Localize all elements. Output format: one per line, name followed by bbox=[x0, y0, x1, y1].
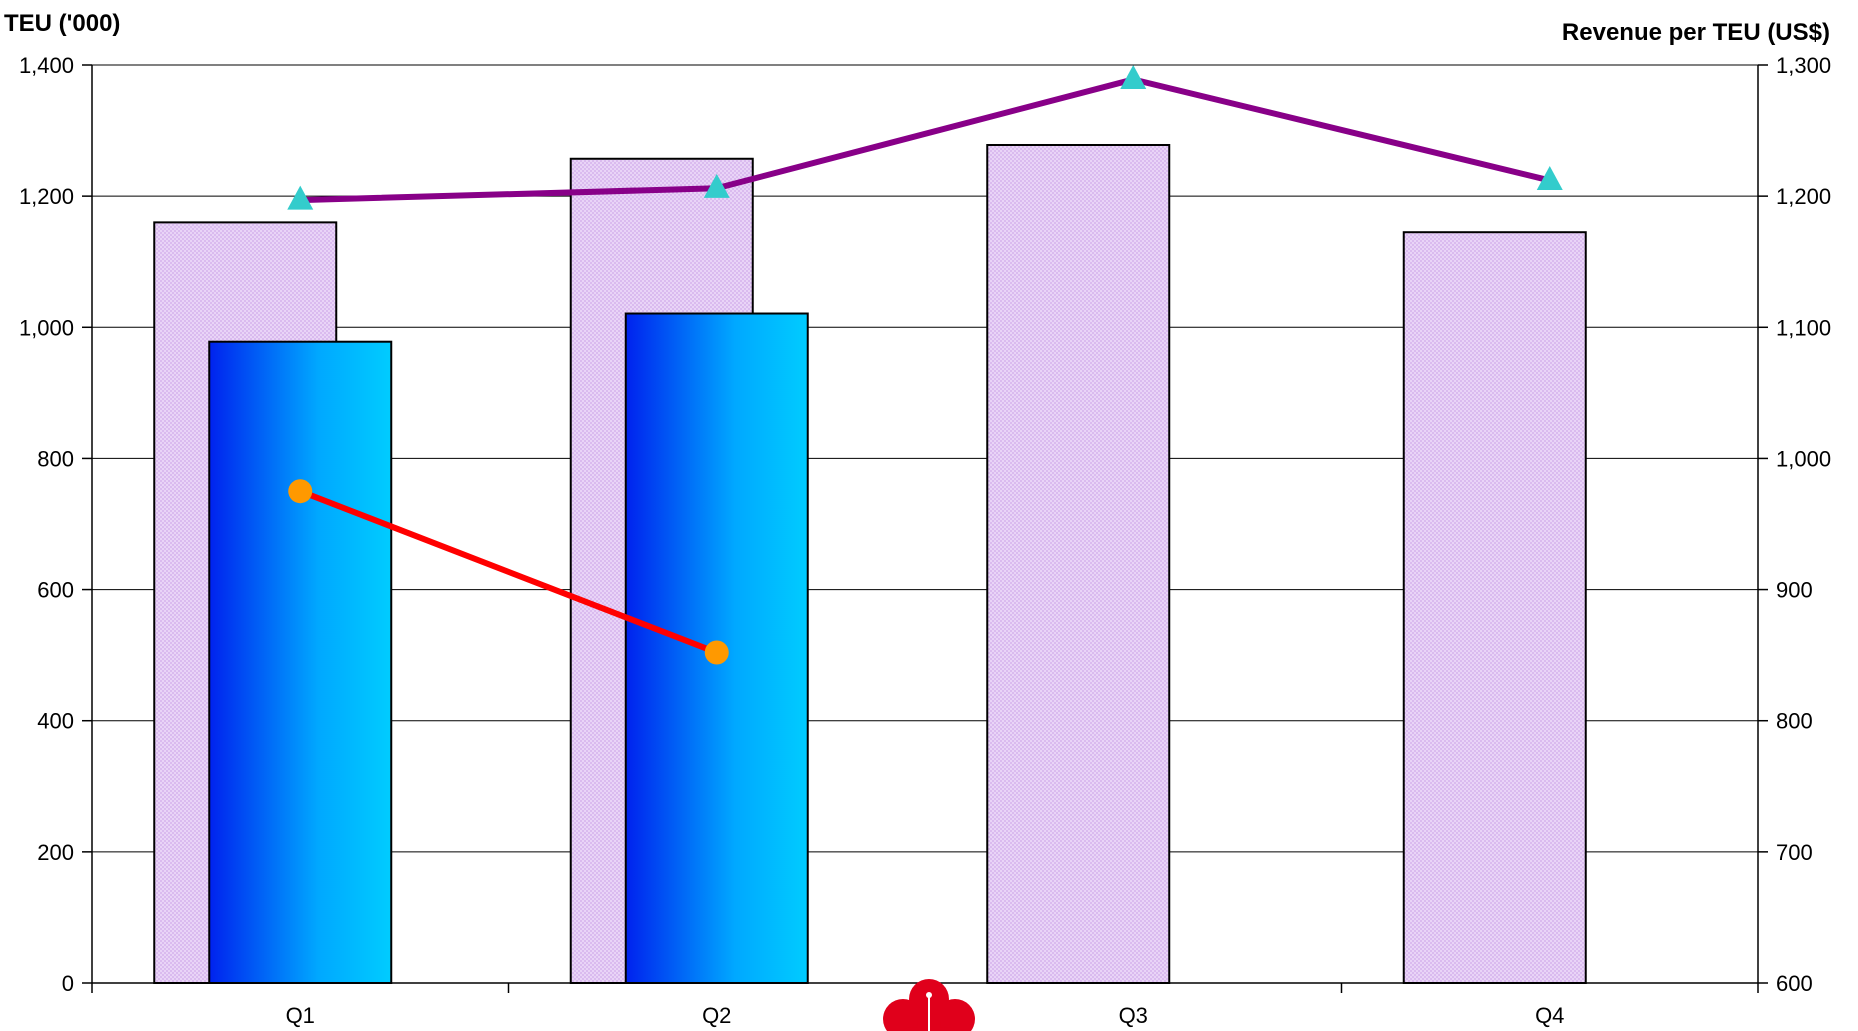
logo-petal bbox=[883, 999, 923, 1031]
y-axis-title: TEU ('000) bbox=[4, 10, 120, 37]
y-tick-label: 1,400 bbox=[19, 53, 74, 78]
circle-marker bbox=[288, 479, 313, 504]
triangle-marker bbox=[703, 173, 730, 198]
line-revenue-current bbox=[299, 488, 718, 656]
y-tick-label: 1,000 bbox=[19, 315, 74, 340]
x-tick-label: Q3 bbox=[1119, 1003, 1148, 1028]
x-tick-label: Q2 bbox=[702, 1003, 731, 1028]
bar-teu-prior bbox=[1402, 231, 1587, 984]
y2-tick-label: 700 bbox=[1776, 840, 1813, 865]
y-tick-label: 1,200 bbox=[19, 184, 74, 209]
y2-tick-label: 1,100 bbox=[1776, 315, 1831, 340]
x-tick-label: Q1 bbox=[286, 1003, 315, 1028]
y2-tick-label: 1,300 bbox=[1776, 53, 1831, 78]
bars bbox=[153, 143, 1587, 985]
line-revenue-prior bbox=[300, 76, 1551, 204]
y-tick-label: 0 bbox=[62, 971, 74, 996]
triangle-marker bbox=[1536, 166, 1563, 191]
y2-tick-label: 1,000 bbox=[1776, 446, 1831, 471]
y2-tick-label: 800 bbox=[1776, 709, 1813, 734]
triangle-marker bbox=[287, 185, 314, 210]
y-tick-label: 200 bbox=[37, 840, 74, 865]
bar-teu-prior bbox=[986, 143, 1171, 985]
plum-blossom-logo bbox=[883, 979, 975, 1031]
y-tick-label: 400 bbox=[37, 709, 74, 734]
lines bbox=[287, 65, 1563, 665]
y2-tick-label: 600 bbox=[1776, 971, 1813, 996]
tick-labels: 0 200 400 600 800 1,000 1,200 1,400 600 700 800 900… bbox=[19, 53, 1831, 1028]
y2-tick-label: 900 bbox=[1776, 578, 1813, 603]
y-tick-label: 800 bbox=[37, 446, 74, 471]
circle-marker bbox=[704, 640, 729, 665]
bar-teu-current bbox=[208, 340, 393, 984]
y-tick-label: 600 bbox=[37, 578, 74, 603]
triangle-marker bbox=[1120, 65, 1147, 90]
y2-axis-title: Revenue per TEU (US$) bbox=[1562, 19, 1830, 46]
y2-tick-label: 1,200 bbox=[1776, 184, 1831, 209]
logo-petal bbox=[935, 999, 975, 1031]
x-tick-label: Q4 bbox=[1535, 1003, 1564, 1028]
logo-dot bbox=[926, 992, 932, 998]
